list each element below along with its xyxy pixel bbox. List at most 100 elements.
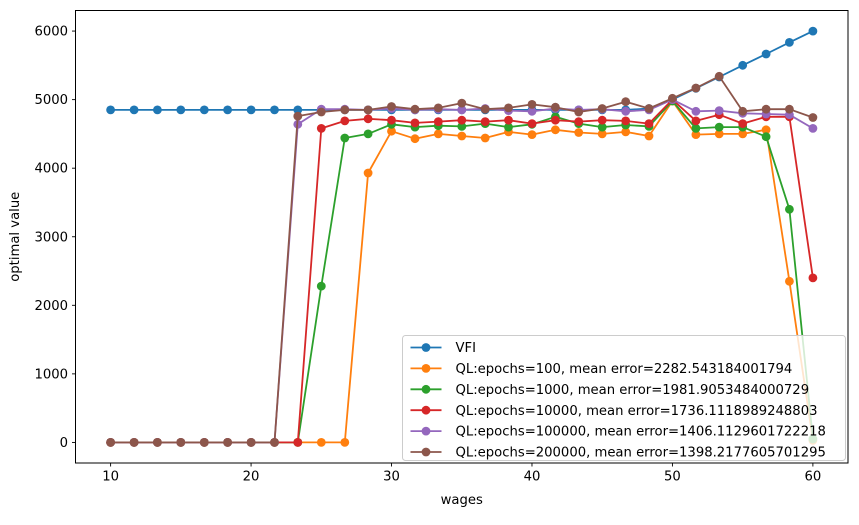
data-point-marker: [785, 276, 794, 286]
legend-box: [402, 335, 846, 461]
data-point-marker: [785, 104, 794, 114]
data-point-marker: [316, 107, 326, 117]
data-point-marker: [199, 438, 209, 447]
data-point-marker: [153, 438, 162, 447]
data-point-marker: [808, 123, 818, 133]
data-point-marker: [270, 105, 279, 115]
series-ql-epochs-200000: [106, 71, 818, 447]
data-point-marker: [738, 60, 748, 70]
data-point-marker: [363, 114, 373, 124]
legend-entry-ql-epochs-100000: QL:epochs=100000, mean error=1406.112960…: [410, 425, 826, 440]
y-axis: 0 1000 2000 3000 4000 5000 6000: [34, 25, 76, 451]
data-point-marker: [574, 107, 584, 117]
legend-entry-label: QL:epochs=100000, mean error=1406.112960…: [456, 425, 826, 440]
data-point-marker: [129, 438, 139, 447]
data-point-marker: [433, 129, 443, 139]
legend-entry-label: QL:epochs=200000, mean error=1398.217760…: [456, 446, 826, 461]
data-point-marker: [316, 438, 326, 447]
legend-entry-label: QL:epochs=10000, mean error=1736.1118989…: [456, 404, 818, 419]
data-point-marker: [785, 204, 794, 214]
y-tick-label: 3000: [34, 230, 68, 245]
data-point-marker: [316, 281, 326, 291]
data-point-marker: [106, 438, 115, 447]
data-point-marker: [761, 125, 771, 135]
data-point-marker: [433, 103, 443, 113]
data-point-marker: [293, 105, 303, 115]
data-point-marker: [644, 131, 654, 141]
x-tick-label: 10: [102, 470, 119, 485]
y-tick-label: 4000: [34, 162, 68, 177]
legend-sample-marker: [421, 343, 431, 352]
data-point-marker: [106, 105, 115, 115]
data-point-marker: [504, 115, 513, 125]
legend-entry-ql-epochs-100: QL:epochs=100, mean error=2282.543184001…: [410, 362, 793, 377]
data-point-marker: [738, 119, 748, 128]
data-point-marker: [457, 122, 467, 131]
data-point-marker: [457, 131, 467, 141]
data-point-marker: [551, 102, 560, 112]
y-tick-label: 5000: [34, 93, 68, 108]
data-point-marker: [129, 105, 139, 115]
data-point-marker: [551, 125, 560, 135]
y-tick-label: 0: [60, 436, 68, 451]
data-point-marker: [668, 93, 677, 103]
x-tick-label: 30: [383, 470, 400, 485]
data-point-marker: [714, 129, 724, 139]
data-point-marker: [644, 104, 654, 113]
data-point-marker: [574, 117, 584, 126]
data-point-marker: [808, 273, 818, 283]
data-point-marker: [270, 438, 279, 447]
data-point-marker: [480, 117, 490, 126]
data-point-marker: [340, 438, 350, 447]
data-point-marker: [714, 106, 724, 115]
data-point-marker: [457, 98, 467, 108]
y-tick-label: 6000: [34, 25, 68, 40]
data-point-marker: [363, 129, 373, 139]
data-point-marker: [293, 438, 303, 447]
data-point-marker: [340, 133, 350, 143]
y-tick-label: 1000: [34, 367, 68, 382]
data-point-marker: [691, 106, 701, 116]
data-point-marker: [597, 122, 607, 132]
data-point-marker: [199, 105, 209, 115]
x-axis: 10 20 30 40 50 60: [102, 463, 821, 485]
data-point-marker: [785, 38, 794, 47]
data-point-marker: [504, 103, 513, 113]
data-point-marker: [738, 106, 748, 116]
data-point-marker: [433, 117, 443, 126]
data-point-marker: [340, 105, 350, 115]
data-point-marker: [387, 126, 396, 136]
legend-entry-label: QL:epochs=100, mean error=2282.543184001…: [456, 362, 793, 377]
data-point-marker: [410, 134, 420, 144]
legend-entry-vfi: VFI: [410, 341, 477, 356]
legend: VFI QL:epochs=100, mean error=2282.543184…: [402, 335, 846, 461]
data-point-marker: [316, 123, 326, 133]
data-point-marker: [363, 105, 373, 115]
legend-sample-marker: [421, 426, 431, 436]
y-axis-label: optimal value: [8, 192, 23, 282]
x-tick-label: 50: [664, 470, 681, 485]
data-point-marker: [691, 130, 701, 140]
data-point-marker: [527, 130, 537, 140]
data-point-marker: [363, 168, 373, 178]
data-point-marker: [691, 116, 701, 126]
data-point-marker: [176, 105, 186, 115]
data-point-marker: [176, 438, 186, 447]
data-point-marker: [410, 118, 420, 128]
data-point-marker: [691, 123, 701, 133]
data-point-marker: [621, 97, 631, 107]
x-tick-label: 60: [804, 470, 821, 485]
data-point-marker: [551, 115, 560, 125]
data-point-marker: [293, 111, 303, 121]
data-point-marker: [644, 119, 654, 128]
legend-entry-label: VFI: [456, 341, 477, 356]
legend-entry-ql-epochs-1000: QL:epochs=1000, mean error=1981.90534840…: [410, 383, 809, 398]
data-point-marker: [738, 129, 748, 139]
data-point-marker: [527, 100, 537, 109]
data-point-marker: [621, 116, 631, 126]
legend-sample-marker: [421, 447, 431, 457]
legend-sample-marker: [421, 364, 431, 373]
data-point-marker: [387, 102, 396, 111]
